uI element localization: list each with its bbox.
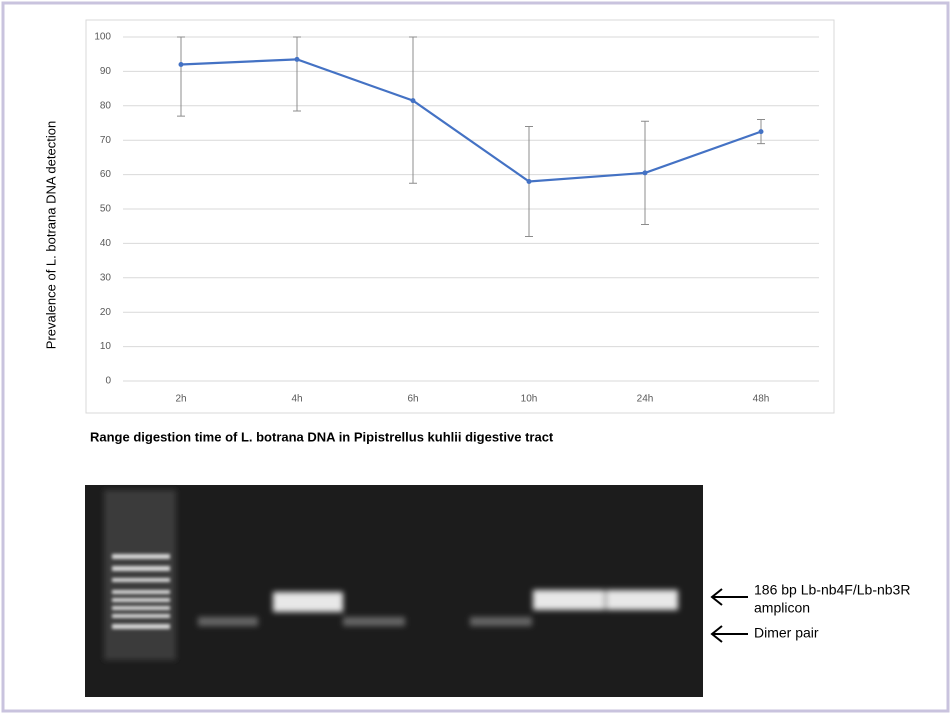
- data-point: [294, 56, 300, 62]
- x-tick-label: 4h: [291, 394, 302, 405]
- y-tick-label: 50: [100, 204, 112, 215]
- x-tick-label: 48h: [753, 394, 770, 405]
- ladder-lane: [104, 490, 176, 660]
- data-point: [178, 62, 184, 68]
- y-tick-label: 80: [100, 100, 112, 111]
- y-tick-label: 40: [100, 238, 112, 249]
- y-tick-label: 0: [105, 376, 111, 387]
- data-point: [642, 170, 648, 176]
- y-tick-label: 30: [100, 272, 112, 283]
- series-line: [180, 58, 762, 183]
- x-axis-caption: Range digestion time of L. botrana DNA i…: [90, 429, 554, 444]
- gel-arrows: [710, 588, 748, 643]
- gel-annotation: 186 bp Lb-nb4F/Lb-nb3R: [754, 582, 910, 598]
- x-tick-label: 6h: [407, 394, 418, 405]
- y-axis-label: Prevalence of L. botrana DNA detection: [43, 121, 58, 349]
- plot-frame: [85, 19, 835, 414]
- sample-bands: [198, 590, 678, 626]
- error-bar: [293, 36, 301, 112]
- y-tick-label: 90: [100, 66, 112, 77]
- y-tick-label: 60: [100, 169, 112, 180]
- x-tick-label: 10h: [521, 394, 538, 405]
- data-point: [758, 129, 764, 135]
- gel-annotation: amplicon: [754, 600, 810, 616]
- ladder-bands: [112, 554, 170, 629]
- data-point: [410, 98, 416, 104]
- data-point: [526, 178, 532, 184]
- error-bar: [409, 36, 417, 184]
- x-tick-label: 2h: [175, 394, 186, 405]
- y-tick-label: 100: [94, 32, 111, 43]
- x-tick-label: 24h: [637, 394, 654, 405]
- y-tick-label: 70: [100, 135, 112, 146]
- y-tick-label: 10: [100, 341, 112, 352]
- error-bar: [177, 36, 185, 117]
- gel-annotation: Dimer pair: [754, 625, 819, 641]
- gel-image: [85, 485, 703, 697]
- y-tick-label: 20: [100, 307, 112, 318]
